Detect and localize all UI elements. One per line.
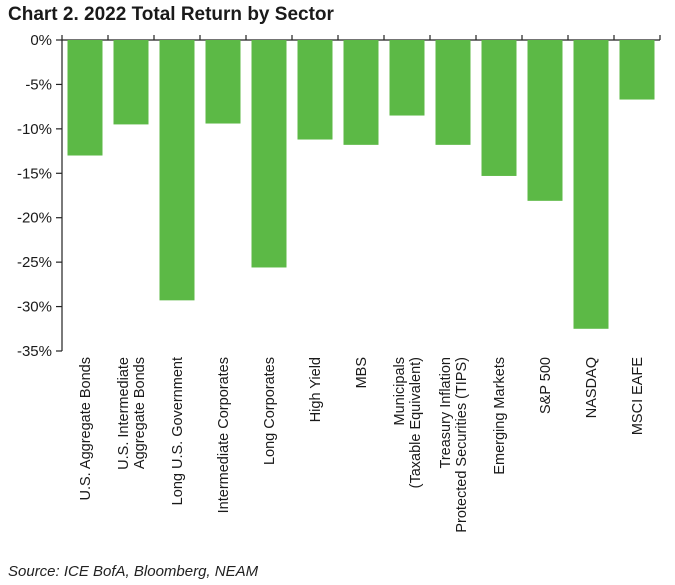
y-tick-label: -20% — [17, 210, 52, 227]
y-tick-label: -30% — [17, 299, 52, 316]
bar — [527, 40, 563, 201]
bar — [435, 40, 471, 145]
x-tick-label-line: High Yield — [308, 357, 324, 422]
x-tick-label-line: NASDAQ — [584, 357, 600, 418]
x-tick-label: S&P 500 — [538, 357, 554, 414]
x-tick-label-line: MBS — [354, 357, 370, 388]
x-tick-label-line: Emerging Markets — [492, 357, 508, 475]
bar — [67, 40, 103, 156]
x-tick-label-line: Long Corporates — [262, 357, 278, 465]
bar — [389, 40, 425, 116]
x-tick-label-line: Municipals — [392, 357, 408, 426]
x-tick-label: U.S. Aggregate Bonds — [78, 357, 94, 501]
y-tick-label: -10% — [17, 121, 52, 138]
bar — [205, 40, 241, 124]
x-tick-label-line: MSCI EAFE — [630, 357, 646, 435]
x-tick-label-line: (Taxable Equivalent) — [408, 357, 424, 488]
x-tick-label: U.S. Intermediate Aggregate Bonds — [116, 357, 148, 470]
x-tick-label: Emerging Markets — [492, 357, 508, 475]
bar — [481, 40, 517, 176]
x-tick-label-line: S&P 500 — [538, 357, 554, 414]
y-tick-label: -25% — [17, 254, 52, 271]
x-tick-label: MBS — [354, 357, 370, 388]
bar-chart: 0% -5% -10% -15% -20% -25% -30% -35% U.S. Aggre… — [17, 32, 661, 533]
x-tick-label-line: Long U.S. Government — [170, 357, 186, 505]
bar — [159, 40, 195, 301]
y-tick-label: -5% — [25, 76, 52, 93]
y-axis: 0% -5% -10% -15% -20% -25% -30% -35% — [17, 32, 661, 360]
y-tick-label: 0% — [30, 32, 52, 49]
x-tick-label-line: Aggregate Bonds — [132, 357, 148, 469]
x-tick-label-line: Protected Securities (TIPS) — [454, 357, 470, 533]
x-tick-label-line: Treasury Inflation — [438, 357, 454, 468]
y-tick-label: -15% — [17, 165, 52, 182]
bar — [619, 40, 655, 100]
chart-title: Chart 2. 2022 Total Return by Sector — [8, 4, 334, 25]
x-tick-label: Long Corporates — [262, 357, 278, 465]
bars — [67, 40, 655, 329]
bar — [573, 40, 609, 329]
x-tick-label: NASDAQ — [584, 357, 600, 418]
x-tick-label: Intermediate Corporates — [216, 357, 232, 513]
bar — [251, 40, 287, 268]
x-tick-label-line: U.S. Intermediate — [116, 357, 132, 470]
x-tick-label: High Yield — [308, 357, 324, 422]
x-tick-label: Long U.S. Government — [170, 357, 186, 505]
x-tick-label-line: Intermediate Corporates — [216, 357, 232, 513]
x-tick-label-line: U.S. Aggregate Bonds — [78, 357, 94, 501]
source-note: Source: ICE BofA, Bloomberg, NEAM — [8, 563, 259, 580]
x-tick-label: Treasury Inflation Protected Securities (… — [438, 357, 470, 533]
x-axis-labels: U.S. Aggregate Bonds U.S. Intermediate Agg… — [78, 357, 646, 533]
y-tick-label: -35% — [17, 343, 52, 360]
bar — [297, 40, 333, 140]
bar — [343, 40, 379, 145]
x-tick-label: Municipals (Taxable Equivalent) — [392, 357, 424, 488]
bar — [113, 40, 149, 125]
x-tick-label: MSCI EAFE — [630, 357, 646, 435]
